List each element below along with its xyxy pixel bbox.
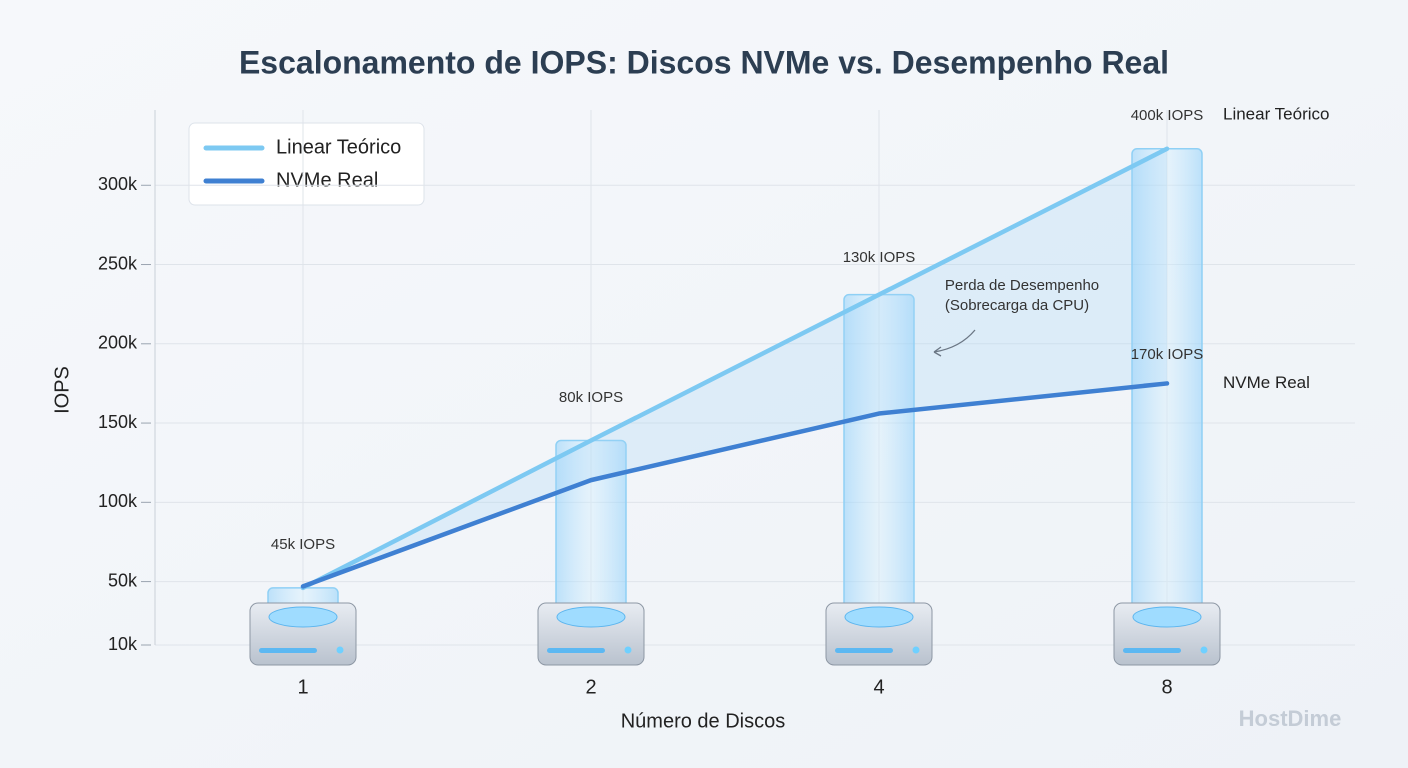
legend: Linear Teórico NVMe Real: [188, 122, 425, 206]
disk-glow: [1132, 606, 1202, 628]
disk-led: [624, 646, 632, 654]
chart-title: Escalonamento de IOPS: Discos NVMe vs. D…: [239, 44, 1169, 80]
y-tick-label: 100k: [98, 491, 138, 511]
y-tick-label: 10k: [108, 634, 138, 654]
disk-led: [912, 646, 920, 654]
disk-led-bar: [835, 648, 893, 653]
x-axis-title: Número de Discos: [621, 710, 786, 732]
watermark: HostDime: [1239, 706, 1342, 731]
annotation: 45k IOPS: [271, 536, 335, 553]
y-axis-title: IOPS: [51, 366, 73, 414]
y-tick-label: 200k: [98, 333, 138, 353]
annotation: 80k IOPS: [559, 389, 623, 406]
disk-led: [336, 646, 344, 654]
annotation: Perda de Desempenho: [945, 277, 1099, 294]
legend-box: [188, 122, 425, 206]
x-tick-label: 8: [1161, 676, 1172, 698]
annotation: 130k IOPS: [843, 249, 916, 266]
legend-label: NVMe Real: [276, 169, 378, 191]
x-tick-label: 1: [297, 676, 308, 698]
annotation: 170k IOPS: [1131, 346, 1204, 363]
annotation-arrow: [933, 329, 976, 357]
disk-glow: [268, 606, 338, 628]
disk-glow: [844, 606, 914, 628]
disk-led-bar: [547, 648, 605, 653]
y-tick-label: 50k: [108, 570, 138, 590]
x-tick-label: 2: [585, 676, 596, 698]
disk-glow: [556, 606, 626, 628]
annotation: (Sobrecarga da CPU): [945, 297, 1089, 314]
line-series: [300, 381, 1170, 589]
x-tick-label: 4: [873, 676, 884, 698]
y-tick-label: 250k: [98, 253, 138, 273]
disk-led-bar: [259, 648, 317, 653]
series-end-label: Linear Teórico: [1223, 104, 1329, 123]
line-series: [300, 146, 1170, 591]
disk-led: [1200, 646, 1208, 654]
y-tick-label: 300k: [98, 174, 138, 194]
y-tick-label: 150k: [98, 412, 138, 432]
annotation: 400k IOPS: [1131, 107, 1204, 124]
series-end-label: NVMe Real: [1223, 373, 1310, 392]
disk-led-bar: [1123, 648, 1181, 653]
legend-label: Linear Teórico: [276, 136, 401, 158]
